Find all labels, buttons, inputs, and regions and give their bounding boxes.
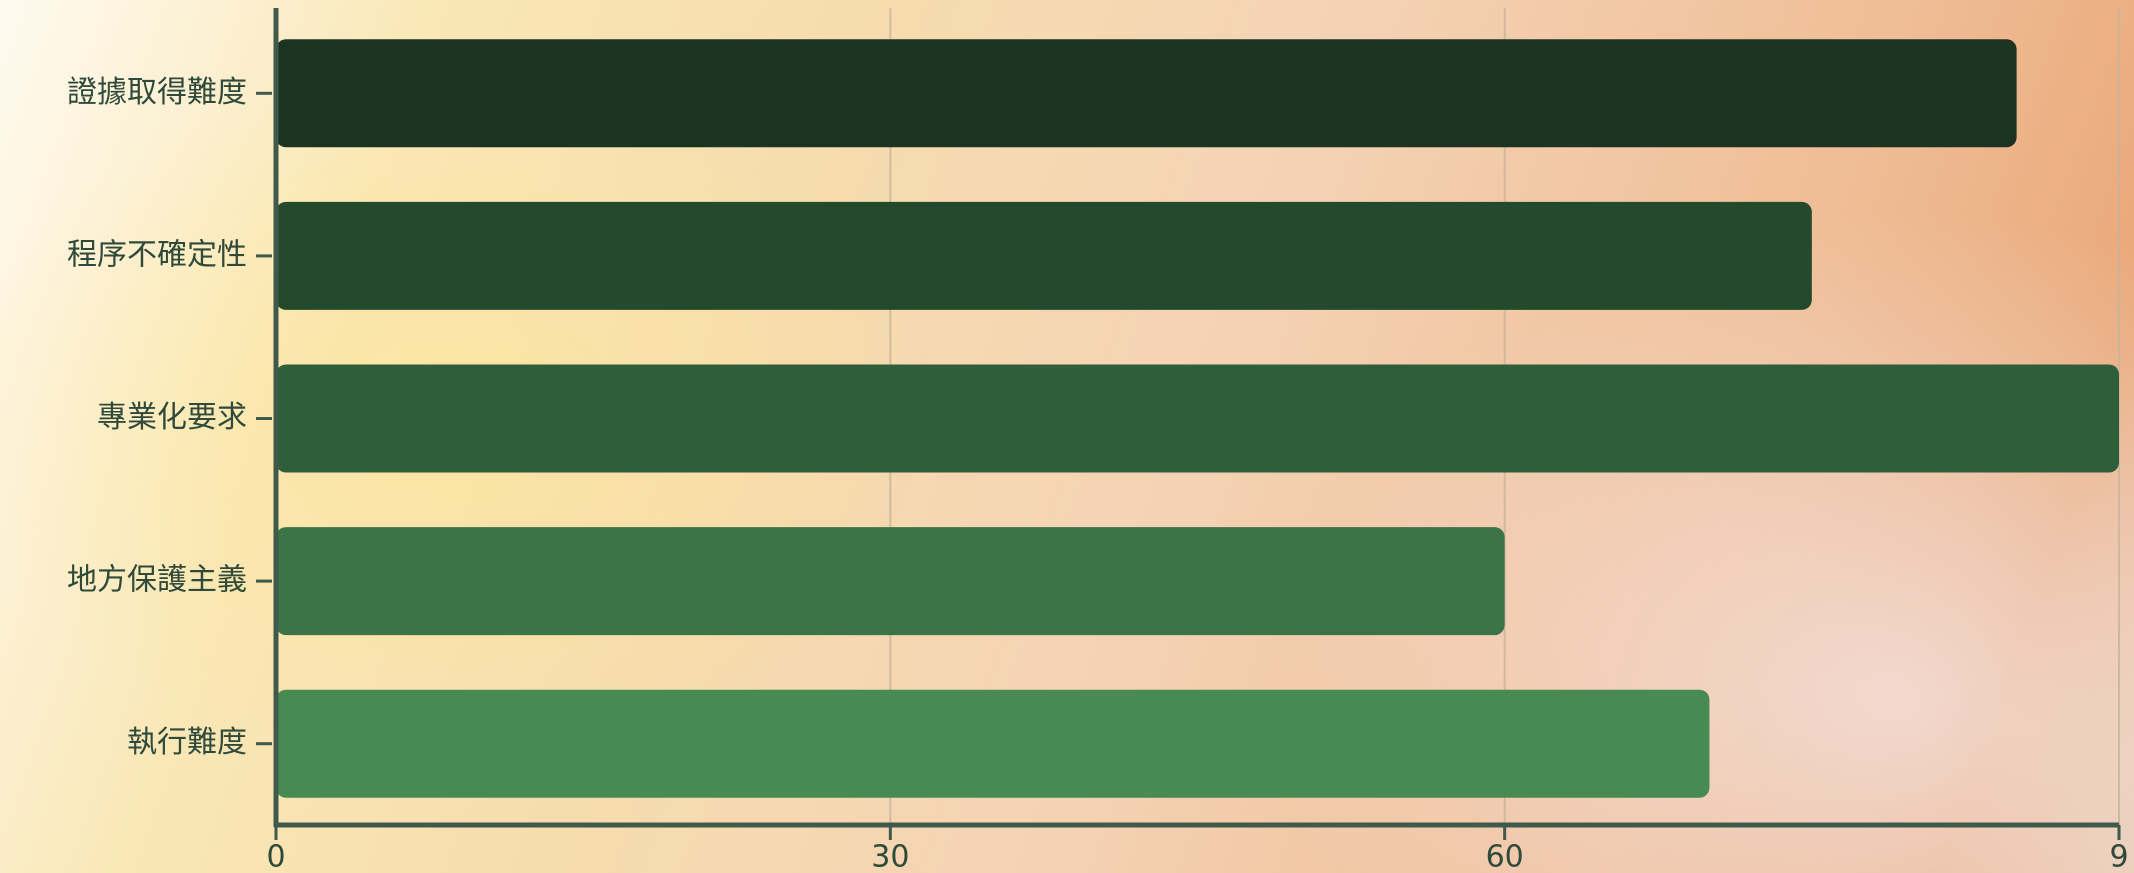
x-tick-label-1: 30 bbox=[871, 840, 909, 873]
category-label-4: 地方保護主義 bbox=[67, 563, 247, 598]
bar-5 bbox=[276, 689, 1710, 798]
bar-1 bbox=[276, 39, 2017, 148]
category-label-1: 證據取得難度 bbox=[67, 75, 247, 110]
bar-2 bbox=[276, 201, 1812, 310]
axes bbox=[256, 8, 2121, 840]
x-tick-label-0: 0 bbox=[266, 840, 285, 873]
bar-4 bbox=[276, 527, 1505, 636]
bar-3 bbox=[276, 364, 2119, 473]
bars bbox=[276, 39, 2119, 798]
x-tick-label-3: 9 bbox=[2109, 840, 2128, 873]
x-tick-label-2: 60 bbox=[1486, 840, 1524, 873]
category-label-2: 程序不確定性 bbox=[67, 237, 247, 272]
category-label-3: 專業化要求 bbox=[97, 400, 247, 435]
category-label-5: 執行難度 bbox=[127, 725, 247, 760]
